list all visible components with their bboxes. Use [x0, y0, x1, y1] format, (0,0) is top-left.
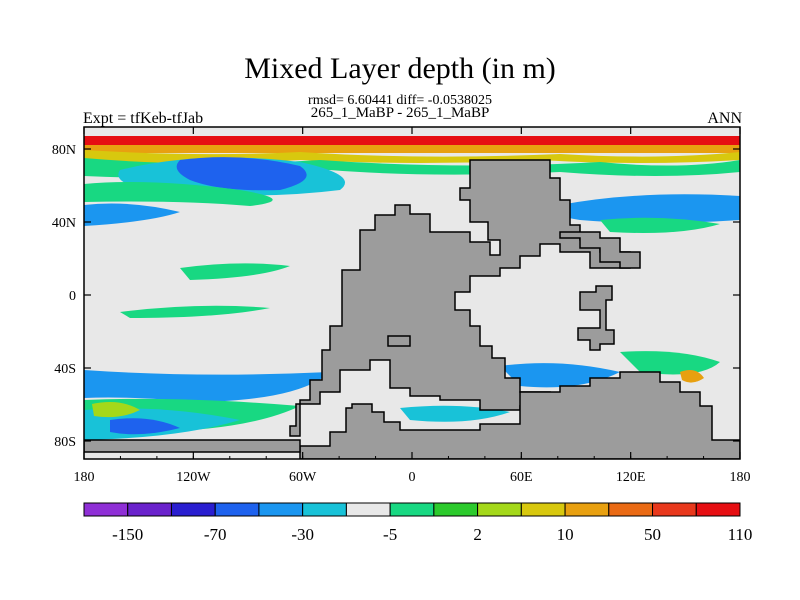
- season-label: ANN: [707, 110, 742, 127]
- experiment-label: Expt = tfKeb-tfJab: [83, 110, 204, 127]
- x-tick-label: 60E: [510, 470, 533, 485]
- landmass-island: [387, 335, 411, 347]
- north-green-streak: [84, 182, 273, 206]
- x-tick-label: 0: [409, 470, 416, 485]
- y-axis: 80N 40N 0 40S 80S: [52, 143, 740, 450]
- colorbar-label: 10: [557, 525, 574, 544]
- north-pacific-streak: [553, 194, 740, 223]
- colorbar-swatch: [302, 502, 347, 517]
- x-tick-label: 120W: [176, 470, 211, 485]
- south-indian-green: [620, 351, 720, 375]
- landmass-east: [559, 231, 641, 269]
- colorbar-swatch: [695, 502, 741, 517]
- arctic-orange-band: [84, 145, 740, 153]
- map-field: [84, 127, 740, 459]
- colorbar-swatch: [345, 502, 391, 517]
- landmass-americas-africa: [289, 159, 631, 437]
- x-tick-label: 60W: [289, 470, 317, 485]
- landmass-australia-antarctic: [299, 371, 740, 459]
- land: [84, 159, 740, 459]
- colorbar-swatch: [127, 502, 172, 517]
- north-pacific-green: [600, 217, 720, 233]
- north-cyan-streak: [84, 203, 180, 226]
- colorbar-label: 50: [644, 525, 661, 544]
- tropical-green-streak: [180, 263, 290, 280]
- x-tick-label: 180: [730, 470, 751, 485]
- colorbar-swatch: [214, 502, 260, 517]
- south-lime-patch: [92, 402, 140, 418]
- colorbar-label: -150: [112, 525, 143, 544]
- colorbar-label: 110: [728, 525, 753, 544]
- experiment-subtitle: 265_1_MaBP - 265_1_MaBP: [310, 105, 490, 121]
- south-deep-blue-patch: [110, 418, 180, 435]
- colorbar: -150 -70 -30 -5 2 10 50 110: [83, 502, 753, 544]
- x-axis: 180 120W 60W 0 60E 120E 180: [74, 127, 751, 485]
- stats-text: rmsd= 6.60441 diff= -0.0538025: [308, 93, 492, 108]
- colorbar-swatch: [389, 502, 435, 517]
- colorbar-swatch: [520, 502, 566, 517]
- colorbar-swatch: [258, 502, 304, 517]
- colorbar-swatch: [564, 502, 610, 517]
- colorbar-swatch: [170, 502, 216, 517]
- south-cyan-band: [84, 370, 330, 402]
- y-tick-label: 40N: [52, 216, 76, 231]
- x-tick-label: 180: [74, 470, 95, 485]
- colorbar-swatch: [477, 502, 522, 517]
- north-deep-blue-anomaly: [176, 157, 307, 191]
- landmass-indonesia: [577, 285, 615, 351]
- colorbar-swatch: [608, 502, 654, 517]
- colorbar-swatch: [433, 502, 479, 517]
- landmass-south-strip: [84, 439, 301, 453]
- colorbar-swatch: [652, 502, 697, 517]
- colorbar-label: -5: [383, 525, 397, 544]
- map-title: Mixed Layer depth (in m): [244, 52, 556, 85]
- y-tick-label: 80N: [52, 143, 76, 158]
- colorbar-swatch: [83, 502, 129, 517]
- colorbar-label: -70: [204, 525, 227, 544]
- y-tick-label: 0: [69, 289, 76, 304]
- south-indian-orange: [680, 370, 704, 383]
- colorbar-label: 2: [473, 525, 482, 544]
- y-tick-label: 40S: [54, 362, 76, 377]
- x-tick-label: 120E: [616, 470, 646, 485]
- tropical-green-streak-2: [120, 305, 270, 318]
- y-tick-label: 80S: [54, 435, 76, 450]
- colorbar-label: -30: [291, 525, 314, 544]
